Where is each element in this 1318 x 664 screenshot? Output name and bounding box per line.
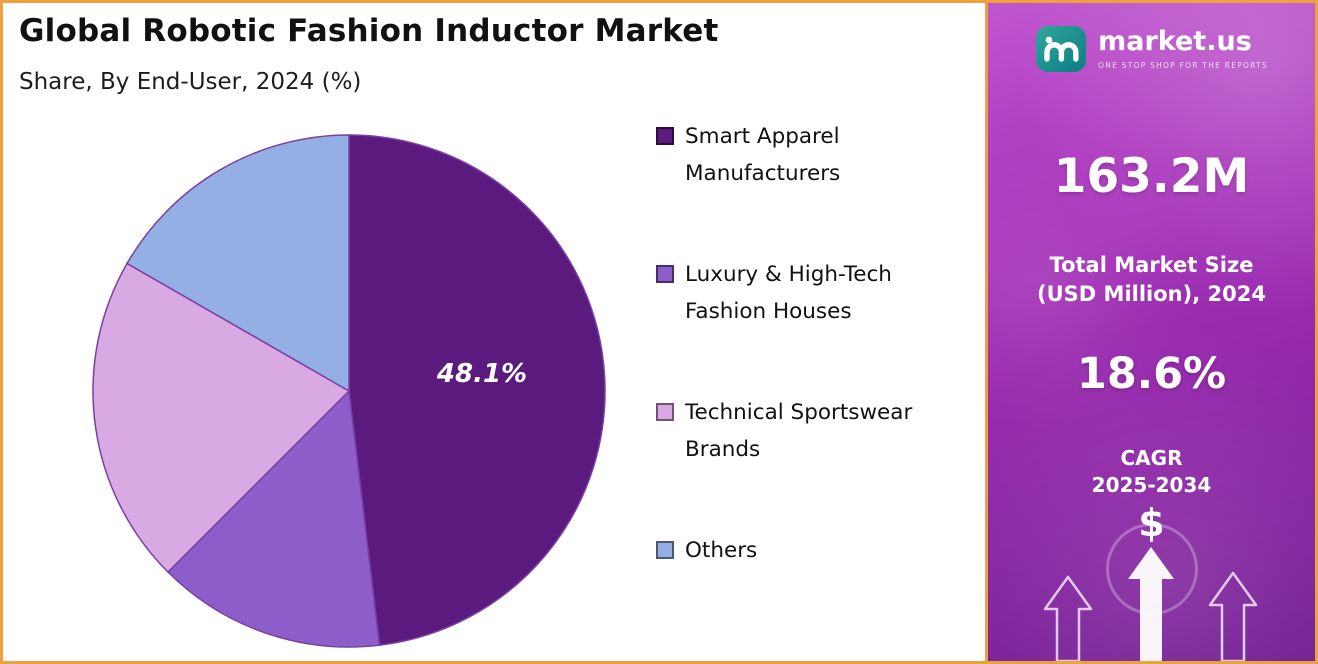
market-size-label-line2: (USD Million), 2024	[1037, 282, 1266, 307]
cagr-label: CAGR 2025-2034	[988, 445, 1315, 499]
legend-label: Technical Sportswear Brands	[685, 399, 913, 462]
legend-label: Luxury & High-Tech Fashion Houses	[685, 261, 892, 324]
market-size-label-line1: Total Market Size	[1049, 253, 1254, 277]
legend-swatch-icon	[656, 264, 674, 283]
legend-item: Others	[656, 533, 966, 570]
cagr-value: 18.6%	[1076, 349, 1227, 399]
legend-item: Smart Apparel Manufacturers	[656, 119, 966, 193]
legend-item: Luxury & High-Tech Fashion Houses	[656, 257, 966, 331]
pie-slice-2	[92, 262, 351, 574]
brand-text: market.us ONE STOP SHOP FOR THE REPORTS	[1098, 28, 1268, 70]
pie-chart: 48.1%	[92, 134, 606, 648]
legend-label: Others	[685, 537, 758, 563]
page-title: Global Robotic Fashion Inductor Market	[19, 13, 719, 49]
legend-swatch-icon	[656, 127, 674, 145]
market-size-label: Total Market Size (USD Million), 2024	[988, 251, 1315, 310]
cagr-label-text: CAGR	[1120, 446, 1183, 470]
pie-value-label: 48.1%	[436, 359, 527, 389]
pie-slice-1	[166, 389, 381, 648]
marketus-logo-icon	[1036, 26, 1087, 72]
sidebar: market.us ONE STOP SHOP FOR THE REPORTS …	[985, 3, 1315, 661]
page-subtitle: Share, By End-User, 2024 (%)	[19, 69, 362, 95]
brand-tagline: ONE STOP SHOP FOR THE REPORTS	[1098, 61, 1268, 70]
legend-swatch-icon	[656, 540, 674, 559]
market-size-value: 163.2M	[1053, 149, 1250, 204]
legend-item: Technical Sportswear Brands	[656, 395, 966, 469]
pie-slice-0	[348, 134, 606, 647]
legend-swatch-icon	[656, 402, 674, 421]
pie-slice-3	[126, 134, 350, 393]
cagr-period: 2025-2034	[1091, 473, 1212, 497]
brand: market.us ONE STOP SHOP FOR THE REPORTS	[988, 25, 1315, 73]
brand-name: market.us	[1098, 26, 1252, 57]
chart-legend: Smart Apparel Manufacturers Luxury & Hig…	[656, 119, 966, 570]
legend-label: Smart Apparel Manufacturers	[685, 124, 841, 186]
growth-arrows-icon	[1043, 547, 1258, 661]
